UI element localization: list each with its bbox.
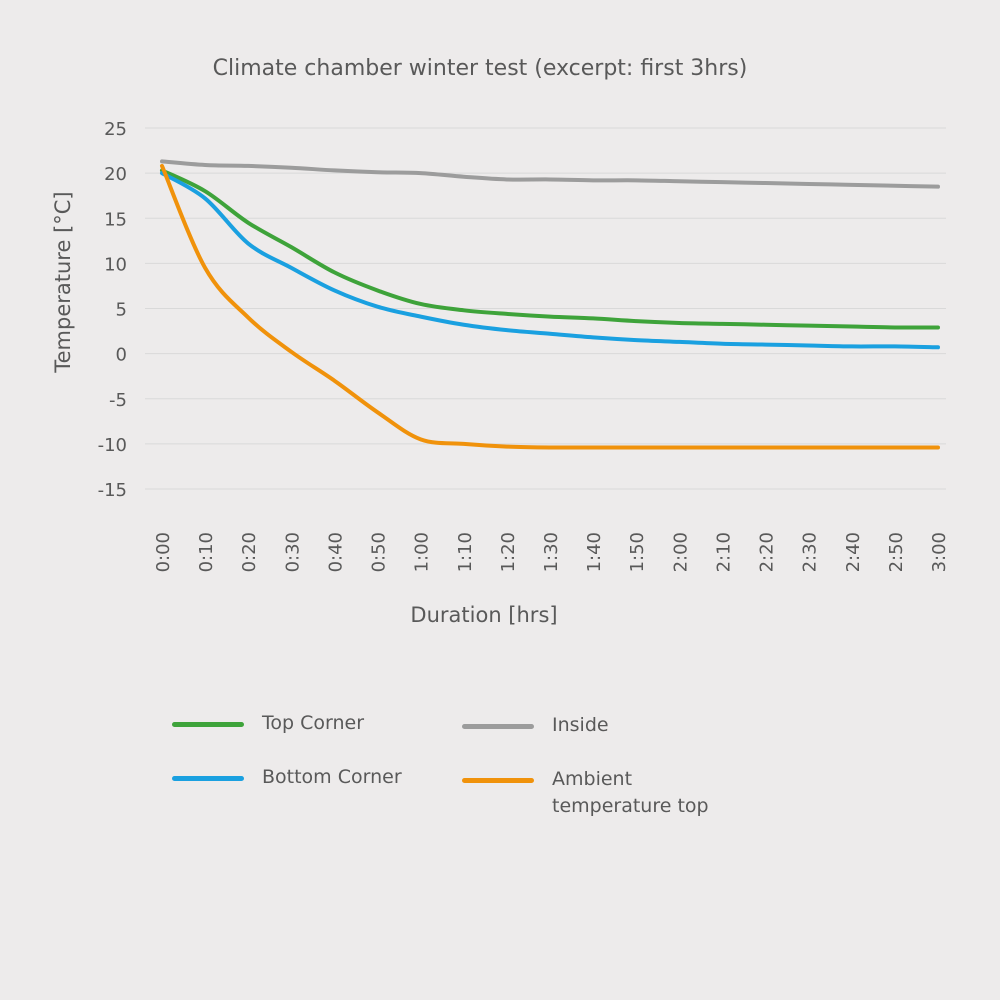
x-tick-label: 2:50: [886, 532, 907, 572]
legend-item-inside: Inside: [462, 712, 722, 739]
x-tick-label: 0:50: [369, 532, 390, 572]
x-tick-label: 1:40: [584, 532, 605, 572]
legend-swatch-ambient: [462, 778, 534, 783]
y-tick-label: -15: [98, 480, 127, 501]
legend-item-ambient: Ambient temperature top: [462, 766, 722, 820]
legend-label-ambient-line2: temperature top: [552, 795, 709, 817]
x-tick-label: 0:40: [325, 532, 346, 572]
x-tick-label: 1:50: [627, 532, 648, 572]
x-tick-label: 1:20: [498, 532, 519, 572]
x-tick-label: 3:00: [929, 532, 950, 572]
x-tick-label: 2:10: [713, 532, 734, 572]
x-axis-title: Duration [hrs]: [410, 603, 557, 627]
x-tick-label: 2:40: [843, 532, 864, 572]
y-tick-labels: 25 20 15 10 5 0 -5 -10 -15: [98, 119, 127, 501]
chart-title: Climate chamber winter test (excerpt: fi…: [212, 56, 748, 81]
legend-swatch-bottom-corner: [172, 776, 244, 781]
x-tick-label: 2:00: [670, 532, 691, 572]
y-axis-title: Temperature [°C]: [51, 191, 75, 373]
y-tick-label: 25: [104, 119, 127, 140]
y-tick-label: 20: [104, 164, 127, 185]
legend-item-top-corner: Top Corner: [172, 710, 432, 737]
y-tick-label: -5: [109, 390, 127, 411]
y-tick-label: -10: [98, 435, 127, 456]
legend-swatch-inside: [462, 724, 534, 729]
x-tick-label: 2:20: [757, 532, 778, 572]
legend-label-ambient-line1: Ambient: [552, 768, 633, 790]
legend-swatch-top-corner: [172, 722, 244, 727]
x-tick-label: 1:00: [412, 532, 433, 572]
x-tick-label: 0:10: [196, 532, 217, 572]
x-tick-labels: 0:00 0:10 0:20 0:30 0:40 0:50 1:00 1:10 1:20 1:30…: [153, 532, 950, 572]
legend-label-bottom-corner: Bottom Corner: [262, 766, 402, 788]
y-tick-label: 10: [104, 254, 127, 275]
x-tick-label: 0:20: [239, 532, 260, 572]
x-tick-label: 0:30: [282, 532, 303, 572]
gridlines: [145, 127, 946, 490]
legend-label-ambient: Ambient temperature top: [552, 766, 722, 820]
x-tick-label: 2:30: [800, 532, 821, 572]
y-tick-label: 15: [104, 209, 127, 230]
y-tick-label: 5: [116, 300, 127, 321]
legend-label-inside: Inside: [552, 714, 609, 736]
x-tick-label: 1:10: [455, 532, 476, 572]
series-line-ambient: [160, 163, 940, 450]
series-line-inside: [160, 159, 940, 189]
y-tick-label: 0: [116, 345, 127, 366]
x-tick-label: 0:00: [153, 532, 174, 572]
legend-label-top-corner: Top Corner: [262, 712, 365, 734]
legend-item-bottom-corner: Bottom Corner: [172, 764, 432, 791]
series-line-top-corner: [160, 168, 940, 330]
x-tick-label: 1:30: [541, 532, 562, 572]
series-line-bottom-corner: [160, 171, 940, 350]
series-lines: [160, 159, 940, 450]
